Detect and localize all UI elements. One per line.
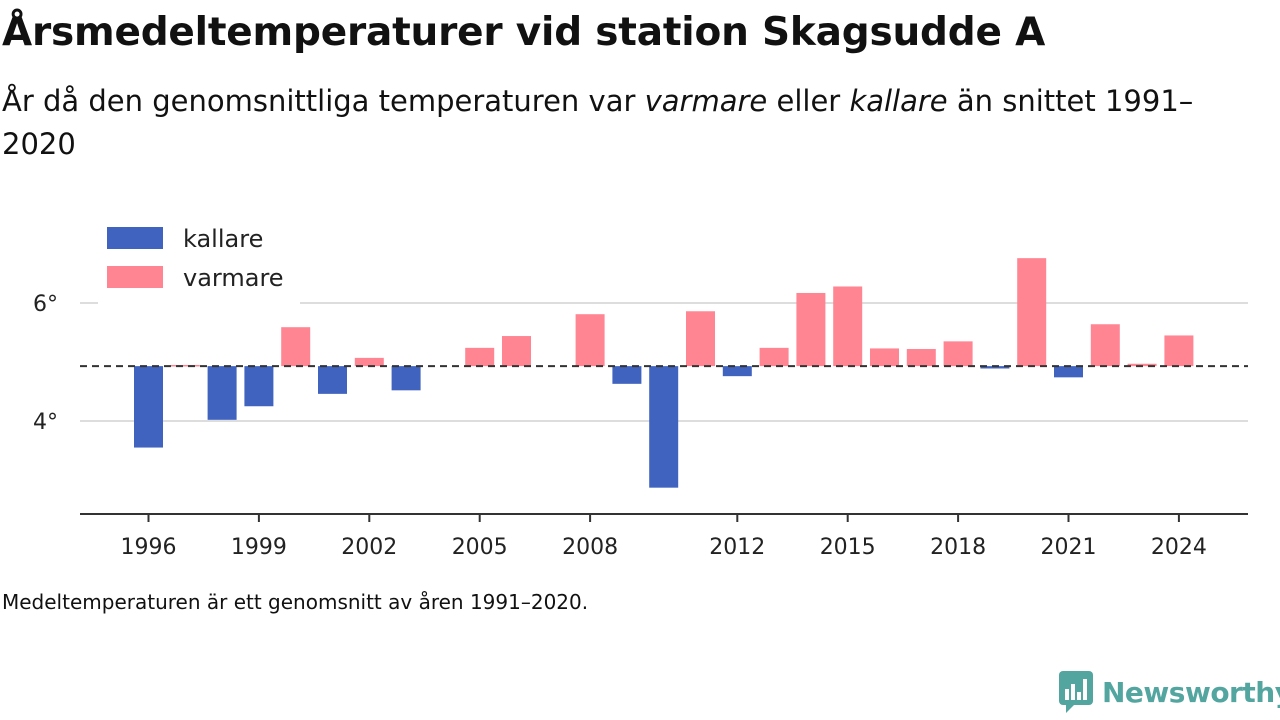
bar-1996 — [134, 366, 163, 448]
bar-1999 — [244, 366, 274, 407]
x-tick-label: 2015 — [820, 535, 876, 560]
brand-name: Newsworthy — [1102, 675, 1280, 709]
x-tick-label: 2018 — [930, 535, 986, 560]
x-tick-label: 2002 — [341, 535, 397, 560]
legend-label-kallare: kallare — [183, 225, 263, 253]
subtitle-colder: kallare — [849, 84, 948, 118]
bar-2011 — [686, 311, 715, 367]
bar-2001 — [318, 366, 347, 394]
legend-swatch-kallare — [107, 227, 163, 249]
footnote: Medeltemperaturen är ett genomsnitt av å… — [2, 590, 589, 614]
x-tick-label: 2012 — [709, 535, 765, 560]
bar-2023 — [1127, 363, 1157, 367]
bar-2012 — [722, 366, 752, 377]
y-tick-label: 4° — [33, 410, 58, 435]
bar-2021 — [1054, 366, 1083, 378]
bar-2000 — [281, 327, 311, 367]
bar-2003 — [391, 366, 421, 391]
legend-swatch-varmare — [107, 266, 163, 288]
bar-2008 — [575, 314, 605, 367]
bar-1997 — [170, 364, 200, 367]
newsworthy-logo-icon — [1059, 671, 1093, 713]
bar-2009 — [612, 366, 642, 384]
temperature-bar-chart: 4° 6° 1996 1999 2002 2005 2008 2012 2015 2018 2021… — [33, 212, 1248, 560]
bar-2015 — [833, 286, 863, 367]
legend-label-varmare: varmare — [183, 264, 284, 292]
bar-1998 — [207, 366, 237, 420]
x-tick-label: 1996 — [121, 535, 177, 560]
bar-2010 — [649, 366, 679, 488]
subtitle-part: än snittet 1991–2020 — [2, 84, 1194, 161]
bar-2002 — [354, 357, 384, 367]
y-tick-label: 6° — [33, 292, 58, 317]
x-tick-label: 1999 — [231, 535, 287, 560]
brand-logo: Newsworthy — [1058, 670, 1280, 714]
x-tick-label: 2008 — [562, 535, 618, 560]
bar-2024 — [1164, 335, 1194, 367]
x-tick-label: 2005 — [452, 535, 508, 560]
bar-2006 — [502, 336, 531, 367]
chart-title: Årsmedeltemperaturer vid station Skagsud… — [2, 10, 1046, 55]
subtitle-warmer: varmare — [644, 84, 768, 118]
subtitle-part: eller — [767, 84, 850, 118]
bar-2016 — [870, 348, 899, 367]
bar-2017 — [906, 349, 936, 367]
x-tick-label: 2021 — [1041, 535, 1097, 560]
chart-subtitle: År då den genomsnittliga temperaturen va… — [2, 80, 1222, 166]
bar-2019 — [980, 366, 1010, 369]
bar-2013 — [759, 347, 789, 367]
x-tick-label: 2024 — [1151, 535, 1207, 560]
subtitle-part: År då den genomsnittliga temperaturen va… — [2, 84, 645, 118]
bar-2005 — [465, 347, 495, 367]
bar-2018 — [943, 341, 973, 367]
bar-2020 — [1017, 258, 1047, 367]
bar-2014 — [796, 292, 826, 367]
bar-2022 — [1090, 324, 1120, 367]
